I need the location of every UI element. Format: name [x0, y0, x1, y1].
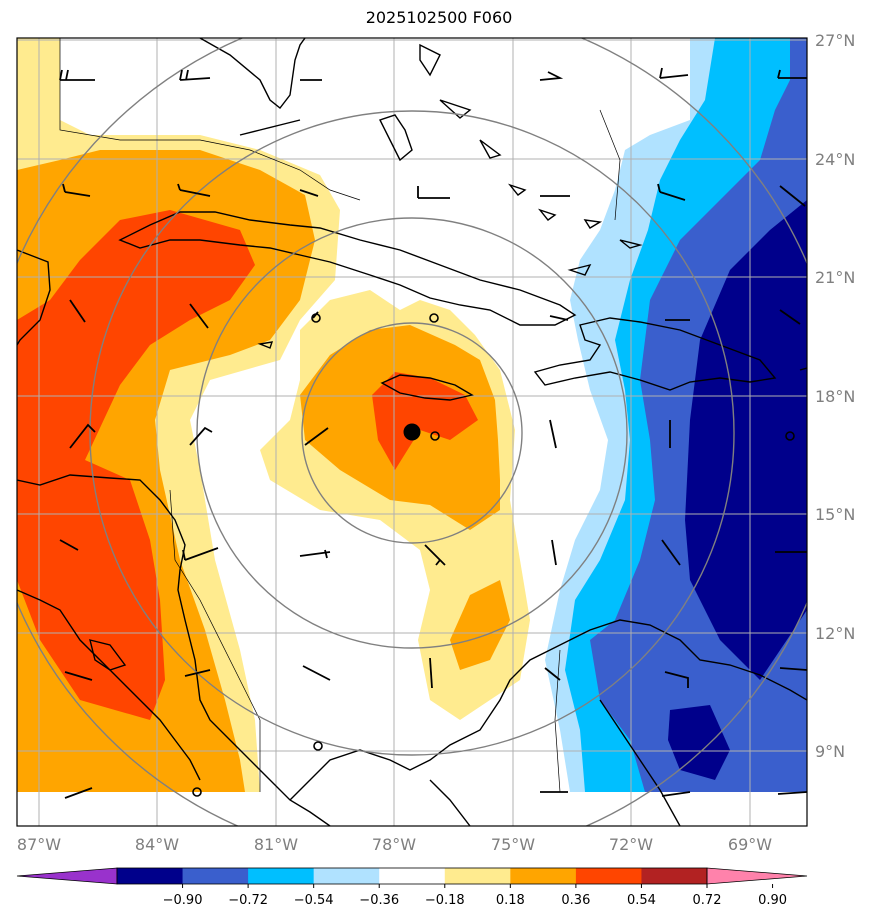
colorbar-extend-min — [16, 867, 118, 885]
colorbar-swatch — [379, 868, 446, 884]
lat-label: 24°N — [815, 150, 855, 169]
colorbar-tick-label: 0.54 — [627, 893, 656, 908]
contour-south-0.36 — [450, 580, 510, 670]
lon-label: 81°W — [254, 835, 298, 854]
lon-label: 87°W — [17, 835, 61, 854]
colorbar-swatch — [510, 868, 577, 884]
lat-label: 9°N — [815, 742, 845, 761]
wind-barbs — [59, 67, 807, 799]
contour-east-neg0.72-south — [668, 705, 730, 780]
coast-jamaica — [380, 374, 474, 401]
coast-hispaniola — [533, 317, 777, 391]
storm-markers — [192, 313, 795, 797]
lat-label: 15°N — [815, 505, 855, 524]
coast-central-america — [17, 474, 331, 826]
colorbar-swatch — [117, 868, 184, 884]
colorbar-swatch — [313, 868, 380, 884]
colorbar-tick-label: −0.36 — [359, 893, 399, 908]
coastlines — [17, 38, 807, 826]
colorbar-swatch — [575, 868, 642, 884]
range-rings — [17, 38, 807, 826]
colorbar-tick-label: −0.72 — [228, 893, 268, 908]
colorbar-tick-label: 0.90 — [758, 893, 787, 908]
lat-label: 12°N — [815, 624, 855, 643]
colorbar-swatch — [444, 868, 511, 884]
lon-label: 72°W — [609, 835, 653, 854]
colorbar-tick-label: 0.72 — [693, 893, 722, 908]
map-frame — [16, 37, 808, 827]
colorbar-tick-label: −0.18 — [425, 893, 465, 908]
gridlines — [17, 38, 807, 826]
colorbar-tick-label: 0.36 — [561, 893, 590, 908]
colorbar-tick-label: −0.54 — [294, 893, 334, 908]
lat-label: 27°N — [815, 31, 855, 50]
borders — [59, 38, 621, 793]
colorbar-tick-label: −0.90 — [163, 893, 203, 908]
map-title: 2025102500 F060 — [365, 8, 513, 27]
lat-label: 18°N — [815, 387, 855, 406]
colorbar-swatch — [641, 868, 708, 884]
contour-west-0.54 — [17, 210, 255, 720]
colorbar-swatch — [248, 868, 315, 884]
contour-east-neg0.72 — [685, 200, 807, 680]
coast-florida — [199, 38, 306, 109]
coast-cuba — [118, 211, 577, 326]
lon-label: 69°W — [728, 835, 772, 854]
storm-center-marker — [403, 423, 421, 441]
anomaly-field — [17, 38, 807, 826]
coast-south-america — [289, 619, 807, 801]
colorbar: −0.90 −0.72 −0.54 −0.36 −0.18 0.18 0.36 0.54 0.7… — [16, 867, 808, 908]
lat-label: 21°N — [815, 268, 855, 287]
lon-label: 78°W — [372, 835, 416, 854]
colorbar-tick-label: 0.18 — [496, 893, 525, 908]
lon-label: 75°W — [491, 835, 535, 854]
colorbar-swatch — [182, 868, 249, 884]
lon-label: 84°W — [135, 835, 179, 854]
latitude-labels: 27°N 24°N 21°N 18°N 15°N 12°N 9°N — [815, 31, 855, 761]
colorbar-extend-max — [706, 867, 808, 885]
longitude-labels: 87°W 84°W 81°W 78°W 75°W 72°W 69°W — [17, 835, 772, 854]
